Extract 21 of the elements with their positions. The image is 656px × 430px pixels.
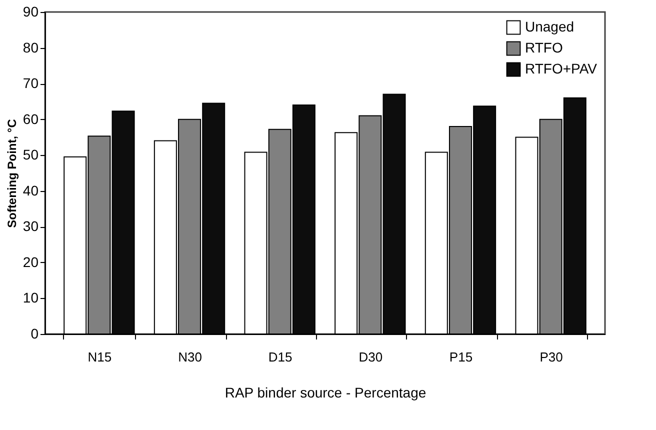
x-tick-label: P30 [540,350,563,364]
y-tick-label: 40 [22,182,39,198]
y-tick-label: 30 [22,218,39,234]
y-axis-title: Softening Point, °C [4,118,19,228]
y-tick-label: 60 [22,110,39,127]
x-tick-label: N30 [178,350,202,364]
y-tick-label: 80 [22,39,39,56]
x-tick-label: P15 [449,350,473,364]
y-tick-label: 0 [30,326,39,342]
legend-label: Unaged [525,18,574,34]
y-tick-label: 50 [22,146,39,163]
legend-label: RTFO+PAV [525,60,598,76]
x-tick-label: N15 [88,350,112,364]
x-tick-label: D30 [358,350,383,364]
y-tick-label: 20 [22,254,39,270]
y-tick-label: 90 [22,4,39,20]
x-axis-title: RAP binder source - Percentage [224,384,426,400]
x-tick-label: D15 [268,350,292,364]
legend-label: RTFO [525,40,563,56]
y-tick-label: 10 [22,290,39,306]
y-tick-label: 70 [22,75,39,92]
